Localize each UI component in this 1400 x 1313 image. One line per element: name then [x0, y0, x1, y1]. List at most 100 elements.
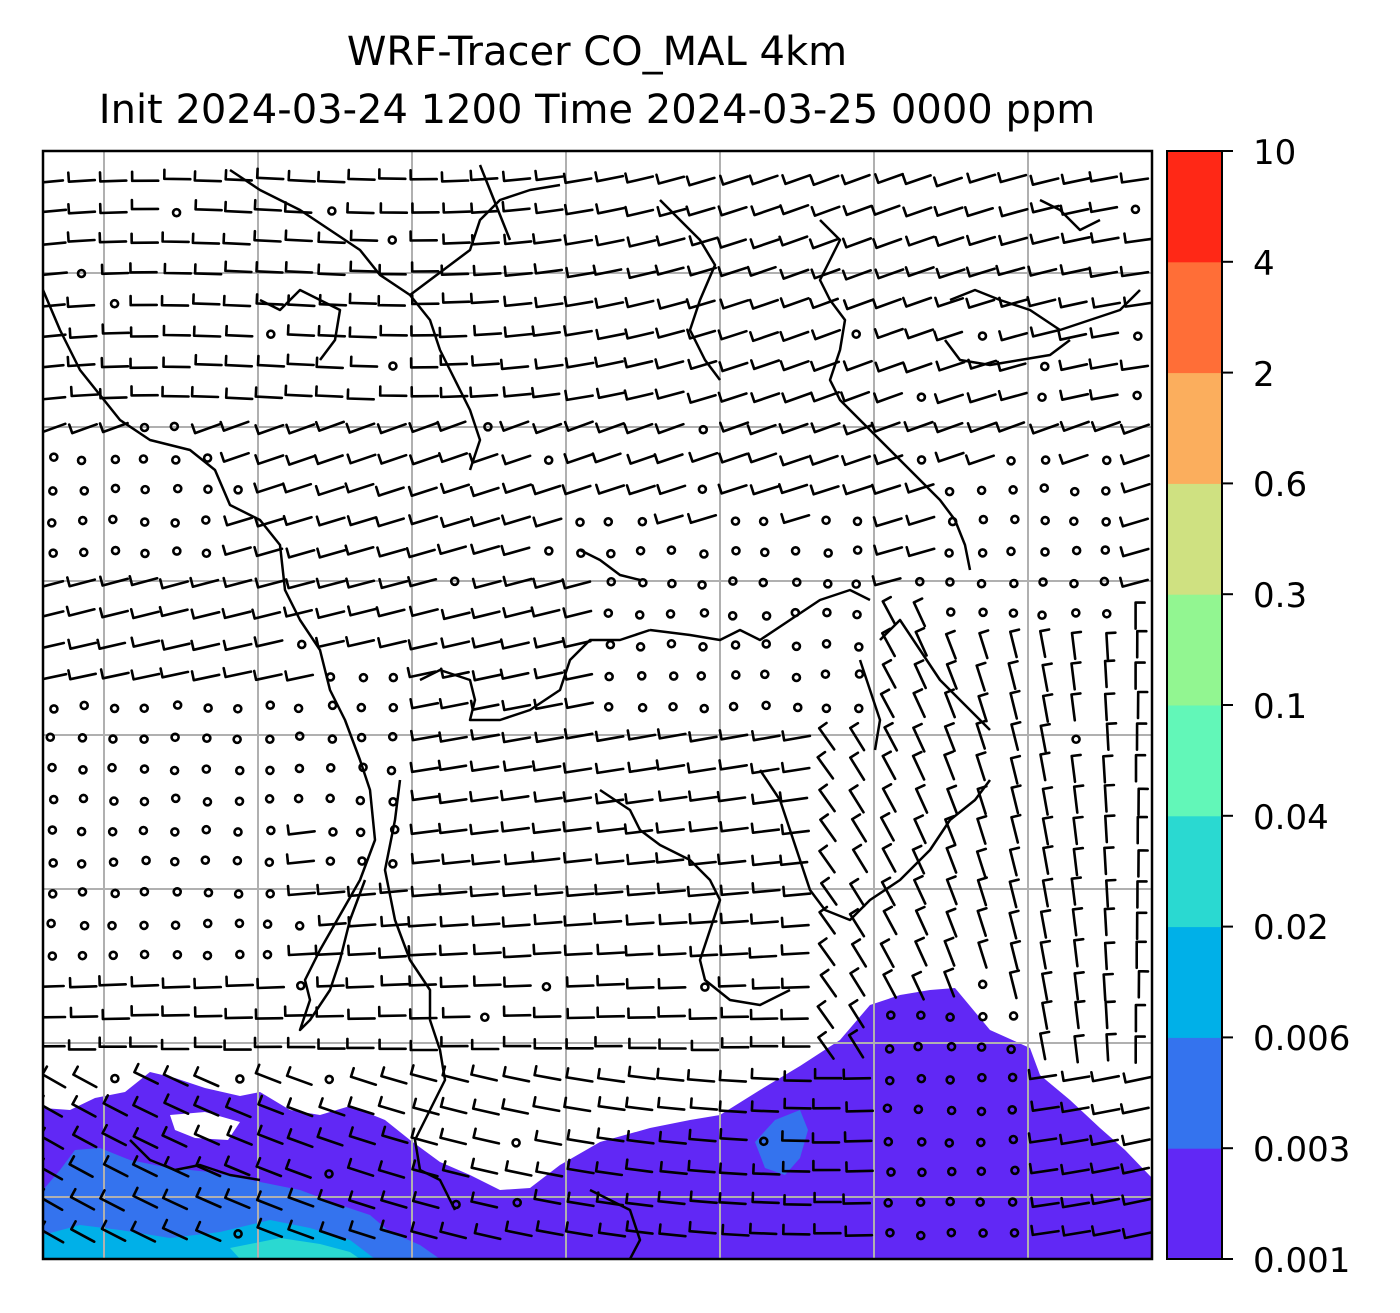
calm-wind-marker: [325, 672, 336, 682]
wind-barb: [345, 977, 375, 989]
wind-barb: [281, 482, 313, 494]
wind-barb: [780, 823, 810, 836]
wind-barb: [1119, 359, 1150, 371]
wind-barb: [282, 514, 313, 527]
calm-wind-marker: [761, 611, 772, 621]
wind-barb: [1105, 722, 1118, 751]
wind-barb: [99, 1189, 125, 1212]
wind-barb: [132, 1186, 159, 1209]
wind-barb: [69, 385, 99, 398]
wind-barb: [286, 824, 316, 836]
wind-barb: [531, 822, 562, 835]
wind-barb: [469, 790, 499, 803]
wind-barb: [43, 363, 65, 369]
wind-barb: [1088, 201, 1119, 214]
calm-wind-marker: [668, 701, 678, 712]
wind-barb: [98, 1036, 127, 1048]
wind-barb: [43, 641, 66, 650]
wind-barb: [781, 173, 812, 186]
wind-barb: [562, 821, 592, 833]
wind-barb: [913, 874, 927, 905]
wind-barb: [779, 455, 810, 467]
wind-barb: [1134, 753, 1147, 783]
wind-barb: [685, 298, 716, 310]
wind-barb: [501, 454, 532, 466]
wind-barb: [163, 1093, 190, 1115]
wind-barb: [688, 821, 718, 833]
wind-barb: [596, 974, 625, 987]
wind-barb: [781, 392, 812, 404]
wind-barb: [347, 916, 377, 928]
wind-barb: [848, 784, 865, 814]
wind-barb: [657, 1190, 686, 1206]
wind-barb: [347, 944, 377, 957]
calm-wind-marker: [388, 702, 399, 713]
wind-barb: [100, 263, 130, 276]
wind-barb: [719, 298, 750, 310]
wind-barb: [749, 331, 780, 343]
calm-wind-marker: [358, 672, 369, 683]
wind-barb: [254, 386, 284, 400]
calm-wind-marker: [325, 793, 335, 804]
calm-wind-marker: [48, 794, 59, 805]
wind-barb: [69, 1006, 99, 1019]
calm-wind-marker: [76, 826, 87, 837]
colorbar-segment: [1167, 926, 1222, 1038]
wind-barb: [532, 233, 562, 245]
wind-barb: [995, 264, 1026, 277]
calm-wind-marker: [541, 981, 552, 992]
wind-barb: [501, 514, 532, 526]
wind-barb: [534, 1129, 563, 1146]
wind-barb: [686, 328, 717, 340]
wind-barb: [408, 1008, 438, 1020]
wind-barb: [1041, 786, 1054, 816]
wind-barb: [533, 1188, 562, 1205]
calm-wind-marker: [915, 1230, 926, 1241]
calm-wind-marker: [665, 609, 676, 619]
wind-barb: [873, 327, 904, 340]
wind-barb: [163, 262, 193, 275]
wind-barb: [913, 659, 927, 690]
wind-barb: [902, 362, 933, 374]
wind-barb: [472, 975, 502, 987]
wind-barb: [500, 821, 530, 833]
wind-barb: [225, 1097, 252, 1119]
wind-barb: [161, 1005, 190, 1017]
calm-wind-marker: [77, 733, 88, 743]
calm-wind-marker: [916, 1137, 927, 1147]
wind-barb: [1061, 1225, 1092, 1237]
wind-barb: [471, 670, 502, 682]
calm-wind-marker: [79, 700, 90, 711]
calm-wind-marker: [107, 762, 117, 773]
wind-barb: [285, 454, 316, 466]
wind-barb: [1102, 754, 1114, 784]
wind-barb: [779, 297, 810, 309]
calm-wind-marker: [914, 576, 925, 587]
wind-barb: [377, 1095, 406, 1115]
wind-barb: [470, 607, 501, 620]
wind-barb: [499, 789, 530, 802]
wind-barb: [378, 882, 408, 895]
wind-barb: [819, 968, 838, 998]
wind-barb: [1009, 940, 1022, 970]
wind-barb: [470, 1191, 499, 1209]
calm-wind-marker: [944, 486, 955, 497]
wind-barb: [254, 454, 285, 466]
calm-wind-marker: [1101, 608, 1112, 619]
wind-barb: [1137, 787, 1149, 817]
wind-barb: [534, 296, 564, 309]
calm-wind-marker: [170, 518, 180, 528]
wind-barb: [842, 1193, 871, 1205]
wind-barb: [817, 721, 836, 751]
wind-barb: [1137, 970, 1150, 999]
wind-barb: [503, 326, 533, 338]
wind-barb: [43, 208, 68, 214]
wind-barb: [255, 261, 284, 274]
map-frame: [41, 149, 1154, 1261]
calm-wind-marker: [47, 951, 58, 961]
wind-barb: [967, 358, 998, 370]
wind-barb: [658, 1038, 687, 1050]
wind-barb: [409, 1039, 439, 1052]
wind-barb: [688, 235, 719, 247]
